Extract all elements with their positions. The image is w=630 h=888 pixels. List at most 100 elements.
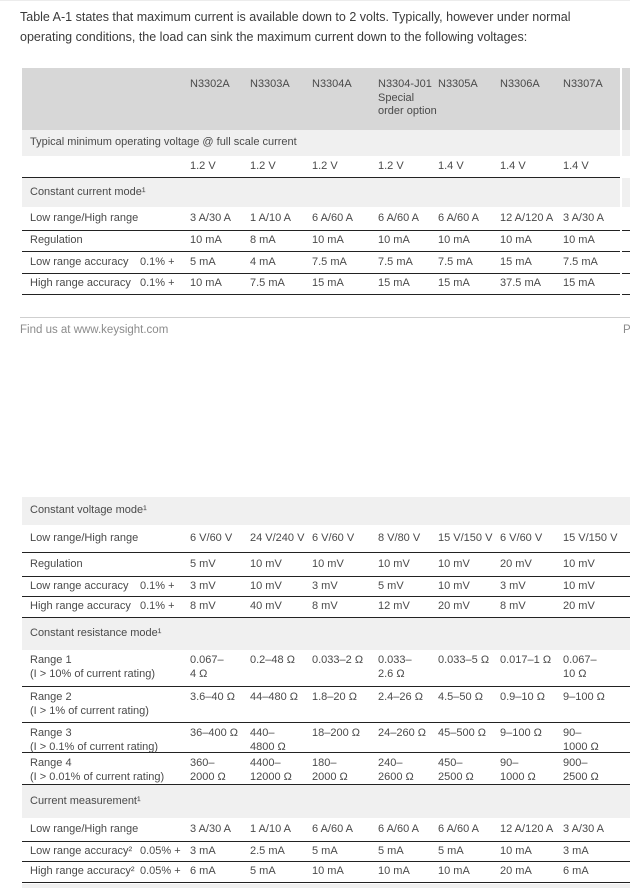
section-title: Constant current mode¹ bbox=[30, 185, 146, 198]
model-header: N3303A bbox=[250, 78, 290, 90]
section-header: Constant current mode¹ bbox=[22, 178, 620, 207]
cell: 0.067– 10 Ω bbox=[563, 654, 597, 680]
spec-row: Low range accuracy² 0.05% + 3 mA 2.5 mA … bbox=[22, 842, 630, 862]
intro-paragraph: Table A-1 states that maximum current is… bbox=[20, 10, 571, 44]
cutoff-column-header bbox=[622, 68, 630, 130]
cell: 10 mA bbox=[312, 234, 344, 247]
section-title: Typical minimum operating voltage @ full… bbox=[30, 136, 297, 149]
cell: 15 mA bbox=[563, 277, 595, 290]
cell: 10 mA bbox=[438, 234, 470, 247]
cell: 5 mV bbox=[378, 579, 404, 592]
cell: 4.5–50 Ω bbox=[438, 691, 483, 703]
cell: 450– 2500 Ω bbox=[438, 757, 474, 783]
model-header-row: N3302A N3303A N3304A N3304-J01 Special o… bbox=[22, 68, 620, 130]
cutoff-border bbox=[622, 251, 630, 252]
cell: 900– 2500 Ω bbox=[563, 757, 599, 783]
cell: 0.033–2 Ω bbox=[312, 654, 364, 666]
footer-link[interactable]: Find us at www.keysight.com bbox=[20, 324, 169, 336]
cutoff-section-strip bbox=[22, 884, 630, 888]
cell: 180– 2000 Ω bbox=[312, 757, 348, 783]
cell: 1.2 V bbox=[378, 159, 404, 172]
spec-row: Range 3 (I > 0.1% of current rating) 36–… bbox=[22, 723, 630, 753]
cell: 6 V/60 V bbox=[190, 531, 233, 544]
spec-row: Range 1 (I > 10% of current rating) 0.06… bbox=[22, 650, 630, 687]
spec-row: 1.2 V 1.2 V 1.2 V 1.2 V 1.4 V 1.4 V 1.4 … bbox=[22, 156, 620, 178]
model-header: N3305A bbox=[438, 78, 478, 90]
row-prefix: 0.05% + bbox=[140, 865, 181, 878]
cell: 3 mV bbox=[500, 579, 526, 592]
row-prefix: 0.05% + bbox=[140, 844, 181, 857]
cell: 10 mV bbox=[563, 557, 595, 570]
cell: 1 A/10 A bbox=[250, 211, 291, 224]
spec-row: Low range/High range 3 A/30 A 1 A/10 A 6… bbox=[22, 818, 630, 842]
cell: 5 mV bbox=[190, 557, 216, 570]
section-header: Constant resistance mode¹ bbox=[22, 618, 630, 650]
row-label: Range 3 (I > 0.1% of current rating) bbox=[30, 727, 159, 753]
cell: 3 mV bbox=[190, 579, 216, 592]
cell: 44–480 Ω bbox=[250, 691, 298, 703]
cell: 8 mV bbox=[500, 600, 526, 613]
row-prefix: 0.1% + bbox=[140, 600, 175, 613]
model-header: N3304-J01 Special order option bbox=[378, 78, 437, 117]
cell: 10 mV bbox=[250, 557, 282, 570]
spec-row: Low range/High range 6 V/60 V 24 V/240 V… bbox=[22, 525, 630, 553]
cell: 1.2 V bbox=[312, 159, 338, 172]
cell: 8 V/80 V bbox=[378, 531, 421, 544]
row-label: High range accuracy bbox=[30, 277, 131, 290]
row-label: Range 1 (I > 10% of current rating) bbox=[30, 654, 156, 680]
cell: 7.5 mA bbox=[563, 255, 598, 268]
cell: 10 mV bbox=[563, 579, 595, 592]
spec-row: Low range accuracy 0.1% + 5 mA 4 mA 7.5 … bbox=[22, 252, 620, 274]
cell: 45–500 Ω bbox=[438, 727, 486, 739]
row-label: High range accuracy² bbox=[30, 865, 135, 878]
cell: 9–100 Ω bbox=[500, 727, 542, 739]
cell: 0.033–5 Ω bbox=[438, 654, 490, 666]
cell: 37.5 mA bbox=[500, 277, 541, 290]
cell: 90– 1000 Ω bbox=[563, 727, 599, 753]
cell: 3 A/30 A bbox=[563, 822, 604, 835]
section-header: Constant voltage mode¹ bbox=[22, 497, 630, 525]
cell: 1 A/10 A bbox=[250, 822, 291, 835]
cell: 0.033– 2.6 Ω bbox=[378, 654, 412, 680]
cutoff-column-section bbox=[622, 178, 630, 207]
cell: 440– 4800 Ω bbox=[250, 727, 286, 753]
cell: 7.5 mA bbox=[312, 255, 347, 268]
section-header: Typical minimum operating voltage @ full… bbox=[22, 130, 620, 156]
row-label: Range 4 (I > 0.01% of current rating) bbox=[30, 757, 165, 783]
cell: 4 mA bbox=[250, 255, 276, 268]
cell: 6 A/60 A bbox=[312, 211, 353, 224]
cell: 9–100 Ω bbox=[563, 691, 605, 703]
cell: 36–400 Ω bbox=[190, 727, 238, 739]
spec-table-top: N3302A N3303A N3304A N3304-J01 Special o… bbox=[22, 68, 620, 295]
row-label: Regulation bbox=[30, 557, 83, 570]
cell: 20 mV bbox=[438, 600, 470, 613]
cell: 6 A/60 A bbox=[438, 822, 479, 835]
cell: 5 mA bbox=[378, 844, 404, 857]
cell: 360– 2000 Ω bbox=[190, 757, 226, 783]
section-header: Current measurement¹ bbox=[22, 785, 630, 818]
cell: 7.5 mA bbox=[378, 255, 413, 268]
cell: 0.9–10 Ω bbox=[500, 691, 545, 703]
cell: 10 mV bbox=[250, 579, 282, 592]
cell: 15 V/150 V bbox=[563, 531, 618, 544]
row-prefix: 0.1% + bbox=[140, 579, 175, 592]
cell: 40 mV bbox=[250, 600, 282, 613]
cell: 1.4 V bbox=[563, 159, 589, 172]
cell: 2.4–26 Ω bbox=[378, 691, 423, 703]
cutoff-column-section bbox=[622, 130, 630, 156]
cell: 6 A/60 A bbox=[312, 822, 353, 835]
cell: 6 V/60 V bbox=[500, 531, 543, 544]
top-hairline bbox=[0, 0, 630, 1]
cell: 5 mA bbox=[190, 255, 216, 268]
cell: 6 A/60 A bbox=[378, 822, 419, 835]
spec-table-bottom: Constant voltage mode¹ Low range/High ra… bbox=[22, 497, 630, 883]
cell: 1.4 V bbox=[500, 159, 526, 172]
cell: 240– 2600 Ω bbox=[378, 757, 414, 783]
row-label: Low range accuracy bbox=[30, 255, 129, 268]
spec-row: Low range/High range 3 A/30 A 1 A/10 A 6… bbox=[22, 207, 620, 231]
row-prefix: 0.1% + bbox=[140, 277, 175, 290]
cell: 10 mA bbox=[500, 844, 532, 857]
model-header: N3307A bbox=[563, 78, 603, 90]
cell: 15 V/150 V bbox=[438, 531, 493, 544]
